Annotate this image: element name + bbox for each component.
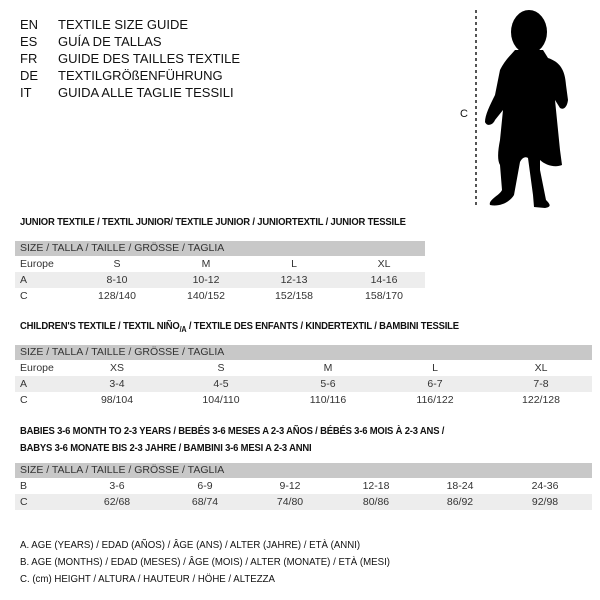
children-size-table: SIZE / TALLA / TAILLE / GRÖSSE / TAGLIA … xyxy=(15,345,592,408)
table-cell: XL xyxy=(534,362,548,374)
table-cell: 68/74 xyxy=(191,496,219,508)
title-subscript: /A xyxy=(179,325,187,335)
table-cell: 74/80 xyxy=(276,496,304,508)
table-cell: 3-4 xyxy=(109,378,125,390)
legend-b: B. AGE (MONTHS) / EDAD (MESES) / ÂGE (MO… xyxy=(20,556,390,568)
table-cell: 116/122 xyxy=(416,394,454,406)
table-cell: 80/86 xyxy=(362,496,390,508)
table-row: A 3-4 4-5 5-6 6-7 7-8 xyxy=(15,376,592,392)
row-label: C xyxy=(20,394,28,406)
row-label: C xyxy=(20,290,28,302)
lang-code: DE xyxy=(20,68,39,83)
table-cell: 7-8 xyxy=(533,378,549,390)
table-cell: 5-6 xyxy=(320,378,336,390)
row-label: Europe xyxy=(20,258,54,270)
lang-title: GUIDA ALLE TAGLIE TESSILI xyxy=(58,85,234,100)
row-label: B xyxy=(20,480,28,492)
table-cell: XL xyxy=(377,258,391,270)
table-cell: 110/116 xyxy=(309,394,347,406)
table-cell: M xyxy=(201,258,211,270)
table-row: A 8-10 10-12 12-13 14-16 xyxy=(15,272,425,288)
table-cell: 86/92 xyxy=(446,496,474,508)
legend-c: C. (cm) HEIGHT / ALTURA / HAUTEUR / HÖHE… xyxy=(20,573,275,585)
lang-code: IT xyxy=(20,85,32,100)
table-cell: L xyxy=(291,258,297,270)
junior-title: JUNIOR TEXTILE / TEXTIL JUNIOR/ TEXTILE … xyxy=(20,216,406,228)
child-silhouette-icon xyxy=(475,10,568,208)
table-cell: 4-5 xyxy=(213,378,229,390)
table-cell: 9-12 xyxy=(279,480,301,492)
legend-a: A. AGE (YEARS) / EDAD (AÑOS) / ÂGE (ANS)… xyxy=(20,539,361,551)
table-cell: 12-18 xyxy=(362,480,390,492)
table-row: Europe S M L XL xyxy=(15,256,425,272)
table-cell: 98/104 xyxy=(100,394,134,406)
table-cell: 10-12 xyxy=(192,274,220,286)
row-label: Europe xyxy=(20,362,54,374)
row-label: A xyxy=(20,274,28,286)
table-cell: 12-13 xyxy=(280,274,308,286)
lang-code: EN xyxy=(20,17,39,32)
lang-title: GUIDE DES TAILLES TEXTILE xyxy=(58,51,241,66)
table-cell: 24-36 xyxy=(531,480,559,492)
table-cell: 140/152 xyxy=(187,290,225,302)
table-cell: L xyxy=(432,362,438,374)
title-text: / TEXTILE DES ENFANTS / KINDERTEXTIL / B… xyxy=(186,320,459,332)
table-header: SIZE / TALLA / TAILLE / GRÖSSE / TAGLIA xyxy=(15,241,425,256)
table-cell: 152/158 xyxy=(275,290,313,302)
table-row: Europe XS S M L XL xyxy=(15,360,592,376)
lang-code: ES xyxy=(20,34,38,49)
height-label: C xyxy=(460,108,468,120)
table-cell: S xyxy=(217,362,225,374)
table-cell: 18-24 xyxy=(446,480,474,492)
row-label: C xyxy=(20,496,28,508)
table-header: SIZE / TALLA / TAILLE / GRÖSSE / TAGLIA xyxy=(15,463,592,478)
table-cell: 62/68 xyxy=(103,496,131,508)
table-cell: 3-6 xyxy=(109,480,125,492)
table-cell: 6-9 xyxy=(197,480,213,492)
table-cell: 128/140 xyxy=(98,290,136,302)
table-cell: 122/128 xyxy=(522,394,560,406)
lang-title: TEXTILGRÖßENFÜHRUNG xyxy=(58,68,223,83)
table-cell: 158/170 xyxy=(365,290,403,302)
table-cell: 92/98 xyxy=(531,496,559,508)
babies-title-line2: BABYS 3-6 MONATE BIS 2-3 JAHRE / BAMBINI… xyxy=(20,442,312,454)
table-cell: 14-16 xyxy=(370,274,398,286)
row-label: A xyxy=(20,378,28,390)
table-cell: 104/110 xyxy=(202,394,240,406)
babies-size-table: SIZE / TALLA / TAILLE / GRÖSSE / TAGLIA … xyxy=(15,463,592,510)
table-row: B 3-6 6-9 9-12 12-18 18-24 24-36 xyxy=(15,478,592,494)
table-header: SIZE / TALLA / TAILLE / GRÖSSE / TAGLIA xyxy=(15,345,592,360)
junior-size-table: SIZE / TALLA / TAILLE / GRÖSSE / TAGLIA … xyxy=(15,241,425,304)
title-text: CHILDREN'S TEXTILE / TEXTIL NIÑO xyxy=(20,320,180,332)
table-cell: M xyxy=(323,362,333,374)
table-row: C 62/68 68/74 74/80 80/86 86/92 92/98 xyxy=(15,494,592,510)
lang-title: TEXTILE SIZE GUIDE xyxy=(58,17,189,32)
lang-title: GUÍA DE TALLAS xyxy=(58,34,162,49)
table-cell: 8-10 xyxy=(106,274,128,286)
lang-code: FR xyxy=(20,51,38,66)
table-cell: 6-7 xyxy=(427,378,443,390)
table-row: C 128/140 140/152 152/158 158/170 xyxy=(15,288,425,304)
children-title: CHILDREN'S TEXTILE / TEXTIL NIÑO/A / TEX… xyxy=(20,320,459,334)
table-cell: S xyxy=(113,258,121,270)
table-row: C 98/104 104/110 110/116 116/122 122/128 xyxy=(15,392,592,408)
babies-title-line1: BABIES 3-6 MONTH TO 2-3 YEARS / BEBÉS 3-… xyxy=(20,425,445,437)
table-cell: XS xyxy=(109,362,125,374)
